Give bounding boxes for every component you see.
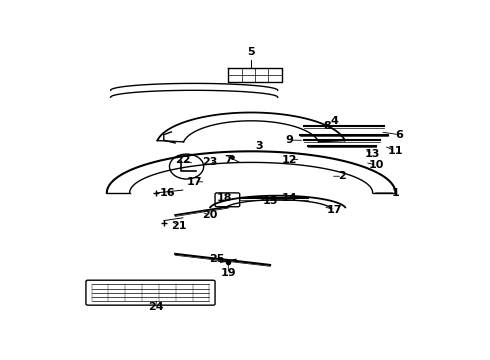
Text: 17: 17 (327, 204, 343, 215)
Text: 3: 3 (255, 141, 263, 151)
Text: 13: 13 (365, 149, 380, 159)
Text: 1: 1 (392, 188, 399, 198)
Text: 5: 5 (247, 46, 255, 57)
Text: 22: 22 (175, 155, 191, 165)
Text: 25: 25 (209, 255, 224, 264)
Text: 8: 8 (323, 121, 331, 131)
Text: 11: 11 (388, 146, 403, 156)
Text: 14: 14 (281, 193, 297, 203)
Text: 7: 7 (224, 155, 232, 165)
Text: 19: 19 (220, 268, 236, 278)
Text: 18: 18 (217, 193, 232, 203)
Text: 4: 4 (331, 116, 339, 126)
Text: 2: 2 (339, 171, 346, 181)
Text: 12: 12 (281, 155, 297, 165)
Text: 9: 9 (285, 135, 293, 145)
Text: 23: 23 (202, 157, 217, 167)
Text: 6: 6 (395, 130, 403, 140)
Text: 20: 20 (202, 210, 217, 220)
Text: 17: 17 (186, 177, 202, 187)
Text: 21: 21 (171, 221, 187, 231)
Text: 24: 24 (148, 302, 164, 311)
Text: 10: 10 (369, 160, 384, 170)
Text: 15: 15 (263, 196, 278, 206)
Text: 16: 16 (160, 188, 175, 198)
